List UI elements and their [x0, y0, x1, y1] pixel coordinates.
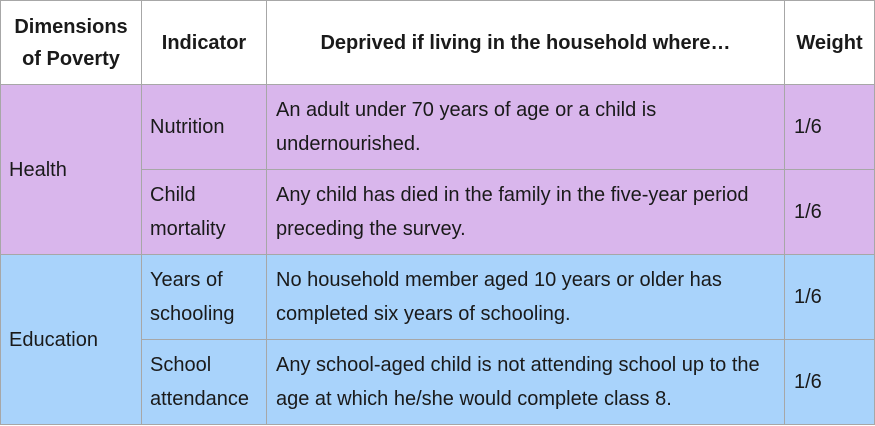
dimension-cell-health: Health	[0, 84, 142, 255]
indicator-cell: School attendance	[141, 339, 267, 425]
dimension-cell-education: Education	[0, 254, 142, 425]
table-row: Child mortality Any child has died in th…	[1, 169, 875, 255]
weight-cell: 1/6	[784, 339, 875, 425]
table-row: Education Years of schooling No househol…	[0, 254, 875, 425]
deprivation-cell: No household member aged 10 years or old…	[266, 254, 785, 340]
weight-cell: 1/6	[784, 254, 875, 340]
weight-cell: 1/6	[784, 169, 875, 255]
deprivation-cell: Any school-aged child is not attending s…	[266, 339, 785, 425]
table-row: Health Nutrition An adult under 70 years…	[0, 84, 875, 255]
header-indicator: Indicator	[141, 0, 267, 85]
header-deprivation: Deprived if living in the household wher…	[266, 0, 785, 85]
table-header: Dimensions of Poverty Indicator Deprived…	[0, 0, 875, 85]
deprivation-cell: Any child has died in the family in the …	[266, 169, 785, 255]
header-dimension: Dimensions of Poverty	[0, 0, 142, 85]
indicator-cell: Years of schooling	[141, 254, 267, 340]
table-body: Health Nutrition An adult under 70 years…	[0, 84, 875, 425]
indicator-cell: Nutrition	[141, 84, 267, 170]
indicator-cell: Child mortality	[141, 169, 267, 255]
table-row: School attendance Any school-aged child …	[1, 339, 875, 425]
header-row: Dimensions of Poverty Indicator Deprived…	[0, 0, 875, 85]
weight-cell: 1/6	[784, 84, 875, 170]
header-weight: Weight	[784, 0, 875, 85]
deprivation-cell: An adult under 70 years of age or a chil…	[266, 84, 785, 170]
